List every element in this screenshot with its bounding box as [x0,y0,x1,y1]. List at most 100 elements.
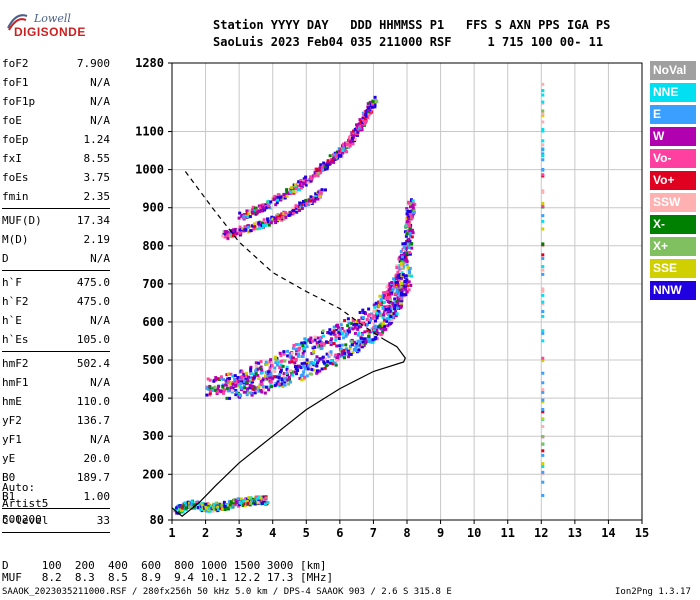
echo-point [291,346,295,350]
echo-point [204,505,208,509]
echo-point [303,375,307,379]
echo-point [235,382,239,386]
echo-point [307,364,311,368]
echo-point [412,210,416,214]
echo-point [294,183,298,187]
echo-point [293,361,297,365]
echo-point [375,328,379,332]
param-value: 110.0 [76,395,110,408]
echo-point [354,349,358,353]
echo-point [358,125,362,129]
polarization-legend: NoVal NNE E W Vo- Vo+ SSW X- X+ SSE NNW [650,61,696,303]
echo-point [541,219,545,223]
echo-point [325,167,329,171]
echo-point [337,147,341,151]
echo-point [395,264,399,268]
echo-point [378,294,382,298]
echo-point [393,297,397,301]
echo-point [184,506,188,510]
echo-point [384,291,388,295]
param-label: yF1 [2,433,22,446]
echo-point [372,314,376,318]
echo-point [237,380,241,384]
echo-point [541,339,545,343]
echo-point [541,265,545,269]
param-value: 17.34 [76,214,110,227]
echo-point [270,385,274,389]
echo-point [319,163,323,167]
echo-point [258,226,262,230]
echo-point [267,223,271,227]
param-label: hmF2 [2,357,29,370]
echo-point [377,300,381,304]
echo-point [257,361,261,365]
echo-point [284,215,288,219]
echo-point [541,442,545,446]
echo-point [245,211,249,215]
echo-point [254,370,258,374]
echo-point [349,345,353,349]
echo-point [220,504,224,508]
param-row: hmE 110.0 [2,392,110,411]
echo-point [410,209,414,213]
echo-point [373,319,377,323]
echo-point [385,319,389,323]
echo-point [347,330,351,334]
echo-point [315,172,319,176]
echo-point [297,348,301,352]
echo-point [273,366,277,370]
echo-point [280,382,284,386]
echo-point [235,390,239,394]
echo-point [379,333,383,337]
echo-point [400,299,404,303]
param-value: 1.00 [83,490,111,503]
echo-point [283,381,287,385]
echo-point [541,127,545,131]
echo-point [254,500,258,504]
echo-point [263,224,267,228]
echo-point [319,191,323,195]
echo-point [270,361,274,365]
echo-point [541,204,545,208]
echo-point [382,328,386,332]
echo-point [239,382,243,386]
echo-point [541,173,545,177]
echo-point [247,230,251,234]
echo-point [323,366,327,370]
echo-point [353,137,357,141]
echo-point [408,228,412,232]
echo-point [352,129,356,133]
echo-point [183,501,187,505]
param-label: M(D) [2,233,29,246]
echo-point [400,302,404,306]
echo-point [249,496,253,500]
echo-point [405,207,409,211]
echo-point [297,180,301,184]
echo-point [260,390,264,394]
echo-point [389,301,393,305]
echo-point [399,249,403,253]
echo-point [355,344,359,348]
echo-point [358,118,362,122]
echo-point [312,198,316,202]
param-label: yE [2,452,16,465]
echo-point [388,295,392,299]
echo-point [231,228,235,232]
echo-point [273,369,277,373]
echo-point [305,358,309,362]
echo-point [291,356,295,360]
echo-point [261,203,265,207]
echo-point [395,312,399,316]
echo-point [330,337,334,341]
echo-point [541,268,545,272]
echo-point [234,393,238,397]
echo-point [407,217,411,221]
echo-point [310,372,314,376]
echo-point [238,225,242,229]
y-tick-label: 200 [142,467,164,481]
echo-point [287,369,291,373]
echo-point [398,278,402,282]
param-value: 189.7 [76,471,110,484]
echo-point [215,501,219,505]
param-value: N/A [90,314,110,327]
